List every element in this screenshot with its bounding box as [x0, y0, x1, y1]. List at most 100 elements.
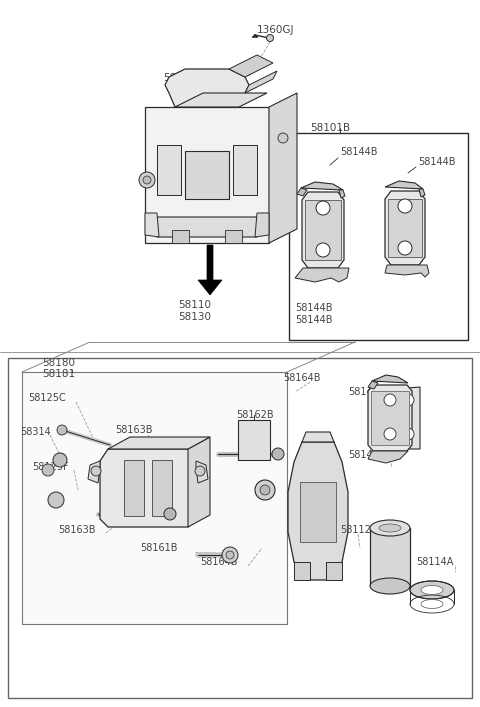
Circle shape [164, 508, 176, 520]
Circle shape [384, 428, 396, 440]
Polygon shape [368, 381, 378, 389]
Circle shape [272, 448, 284, 460]
Circle shape [266, 35, 274, 42]
Ellipse shape [370, 578, 410, 594]
Text: 58163B: 58163B [58, 525, 96, 535]
Circle shape [143, 176, 151, 184]
Bar [289, 133, 468, 340]
Polygon shape [297, 188, 307, 196]
Polygon shape [245, 71, 277, 93]
Circle shape [255, 480, 275, 500]
Polygon shape [295, 268, 349, 282]
Circle shape [91, 466, 101, 476]
Text: 58144B: 58144B [340, 147, 377, 157]
Polygon shape [302, 432, 334, 442]
Polygon shape [108, 437, 210, 449]
Ellipse shape [421, 585, 443, 595]
Polygon shape [145, 213, 159, 237]
Circle shape [222, 547, 238, 563]
Polygon shape [233, 145, 257, 195]
Text: 1360GJ: 1360GJ [257, 25, 295, 35]
Circle shape [139, 172, 155, 188]
Polygon shape [229, 55, 273, 77]
Polygon shape [396, 387, 420, 449]
Polygon shape [269, 93, 297, 243]
Polygon shape [388, 199, 422, 257]
Text: 58314: 58314 [20, 427, 51, 437]
Polygon shape [155, 217, 259, 237]
Circle shape [398, 199, 412, 213]
Text: 58151B: 58151B [163, 73, 203, 83]
Text: 58110: 58110 [179, 300, 212, 310]
Text: 58144B: 58144B [348, 450, 385, 460]
Polygon shape [301, 182, 343, 190]
Circle shape [226, 551, 234, 559]
Text: 58125F: 58125F [32, 462, 69, 472]
Text: 58181: 58181 [42, 369, 75, 379]
Circle shape [48, 492, 64, 508]
Polygon shape [165, 69, 249, 107]
Text: 58164B: 58164B [283, 373, 321, 383]
Polygon shape [88, 461, 100, 483]
Text: 58161B: 58161B [140, 543, 178, 553]
Polygon shape [300, 482, 336, 542]
Text: 58113: 58113 [380, 543, 411, 553]
Polygon shape [385, 265, 429, 277]
Polygon shape [100, 449, 196, 527]
Polygon shape [419, 189, 425, 197]
Polygon shape [368, 451, 408, 463]
Text: 58144B: 58144B [295, 315, 333, 325]
Text: 58180: 58180 [42, 358, 75, 368]
Polygon shape [185, 151, 229, 199]
Polygon shape [188, 437, 210, 527]
Text: 58164B: 58164B [200, 557, 238, 567]
Text: 58101B: 58101B [310, 123, 350, 133]
Polygon shape [339, 190, 345, 198]
Polygon shape [145, 107, 269, 243]
Polygon shape [385, 191, 425, 265]
Polygon shape [294, 562, 310, 580]
Polygon shape [372, 375, 408, 383]
Circle shape [316, 201, 330, 215]
Circle shape [402, 394, 414, 406]
Bar [238, 420, 270, 460]
Text: 58114A: 58114A [416, 557, 454, 567]
Polygon shape [124, 460, 144, 516]
Circle shape [402, 428, 414, 440]
Polygon shape [385, 181, 423, 189]
Polygon shape [370, 528, 410, 586]
Text: 58144B: 58144B [295, 303, 333, 313]
Text: 58162B: 58162B [236, 410, 274, 420]
Polygon shape [302, 192, 344, 268]
Polygon shape [371, 391, 409, 445]
Polygon shape [196, 461, 208, 483]
Polygon shape [198, 245, 222, 295]
Text: 58163B: 58163B [115, 425, 153, 435]
Polygon shape [225, 230, 242, 243]
Text: 58112: 58112 [340, 525, 371, 535]
Polygon shape [288, 442, 348, 580]
Polygon shape [152, 460, 172, 516]
Text: 58125C: 58125C [28, 393, 66, 403]
Circle shape [260, 485, 270, 495]
Circle shape [398, 241, 412, 255]
Polygon shape [305, 200, 341, 260]
Circle shape [42, 464, 54, 476]
Polygon shape [175, 93, 267, 107]
Ellipse shape [379, 524, 401, 532]
Bar [22, 372, 287, 624]
Polygon shape [172, 230, 189, 243]
Bar [8, 358, 472, 698]
Polygon shape [368, 385, 412, 451]
Text: 58144B: 58144B [418, 157, 456, 167]
Circle shape [195, 466, 205, 476]
Circle shape [384, 394, 396, 406]
Polygon shape [255, 213, 269, 237]
Circle shape [316, 243, 330, 257]
Circle shape [278, 133, 288, 143]
Ellipse shape [410, 581, 454, 599]
Circle shape [57, 425, 67, 435]
Polygon shape [157, 145, 181, 195]
Ellipse shape [421, 600, 443, 609]
Circle shape [53, 453, 67, 467]
